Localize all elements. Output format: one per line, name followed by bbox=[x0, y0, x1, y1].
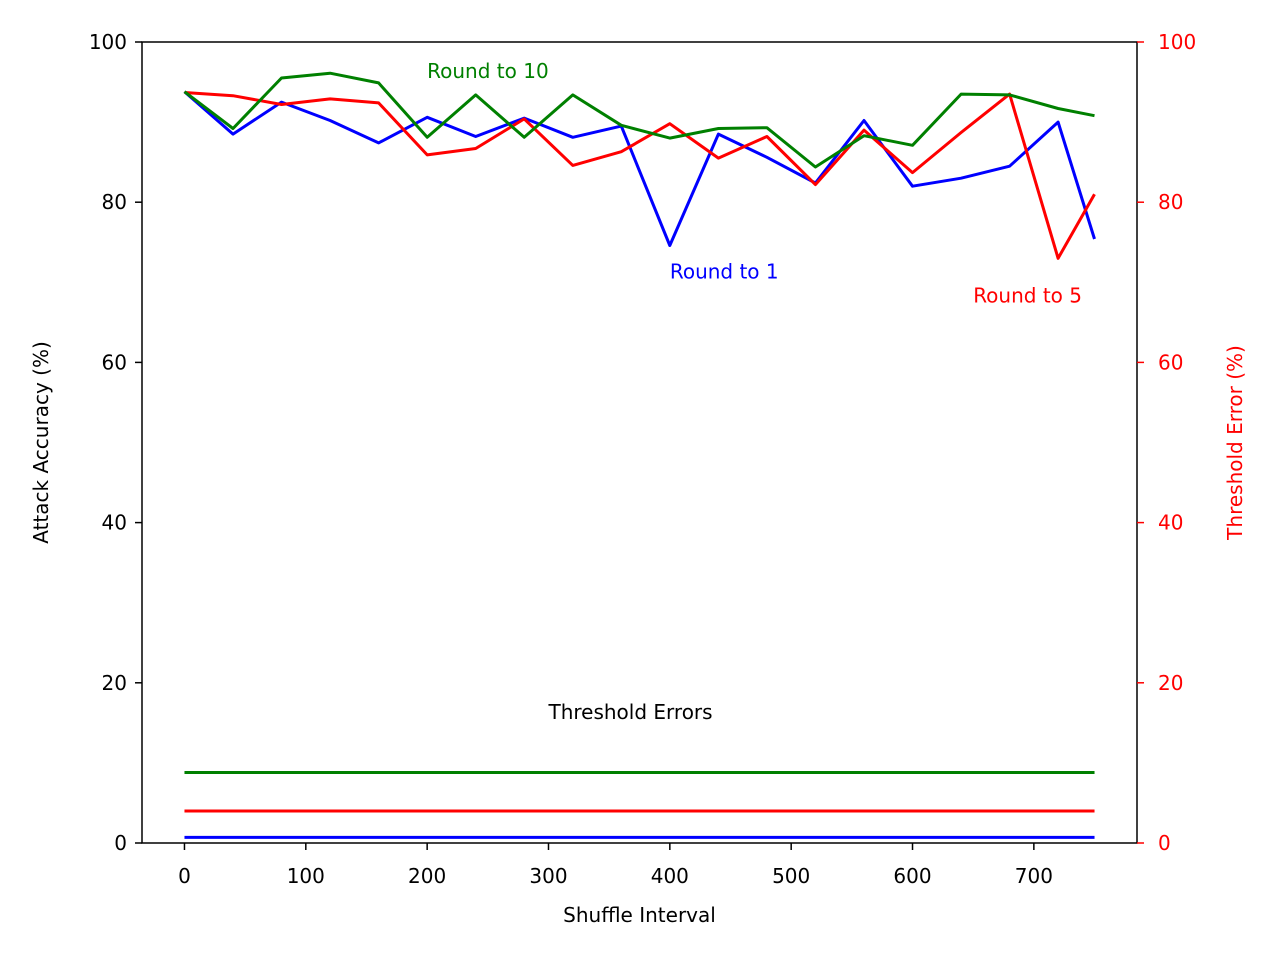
y-axis-left-ticks: 0 20 40 60 80 100 bbox=[89, 30, 142, 855]
series-line-round1 bbox=[183, 90, 1096, 247]
y-tick-label: 100 bbox=[89, 30, 127, 54]
x-axis-ticks: 0 100 200 300 400 500 600 700 bbox=[178, 843, 1053, 888]
x-tick-label: 400 bbox=[651, 864, 689, 888]
y-tick-label: 40 bbox=[102, 511, 127, 535]
annotation-label_round10: Round to 10 bbox=[427, 59, 549, 83]
y-tick-label: 20 bbox=[102, 671, 127, 695]
x-tick-label: 500 bbox=[772, 864, 810, 888]
annotation-label_round5: Round to 5 bbox=[973, 283, 1082, 307]
plot-lines bbox=[183, 71, 1096, 260]
y2-tick-label: 40 bbox=[1158, 511, 1183, 535]
threshold-lines bbox=[184, 771, 1095, 839]
series-line-round5 bbox=[184, 91, 1096, 260]
x-tick-label: 100 bbox=[287, 864, 325, 888]
x-tick-label: 600 bbox=[893, 864, 931, 888]
y2-tick-label: 20 bbox=[1158, 671, 1183, 695]
y2-tick-label: 80 bbox=[1158, 190, 1183, 214]
plot-frame bbox=[141, 41, 1138, 844]
annotations: Round to 10 Round to 1 Round to 5 Threshold… bbox=[427, 59, 1082, 724]
annotation-label_round1: Round to 1 bbox=[670, 259, 779, 283]
series-line-round10 bbox=[183, 71, 1095, 169]
y-axis-right-label: Threshold Error (%) bbox=[1223, 345, 1247, 541]
y2-tick-label: 0 bbox=[1158, 831, 1171, 855]
y-tick-label: 0 bbox=[114, 831, 127, 855]
x-tick-label: 300 bbox=[529, 864, 567, 888]
y-tick-label: 80 bbox=[102, 190, 127, 214]
y2-tick-label: 60 bbox=[1158, 350, 1183, 374]
x-tick-label: 200 bbox=[408, 864, 446, 888]
y-axis-left-label: Attack Accuracy (%) bbox=[29, 341, 53, 543]
x-tick-label: 700 bbox=[1015, 864, 1053, 888]
x-axis-label: Shuffle Interval bbox=[563, 903, 716, 927]
annotation-label_threshold: Threshold Errors bbox=[547, 700, 712, 724]
x-tick-label: 0 bbox=[178, 864, 191, 888]
y-tick-label: 60 bbox=[102, 350, 127, 374]
y2-tick-label: 100 bbox=[1158, 30, 1196, 54]
y-axis-right-ticks: 0 20 40 60 80 100 bbox=[1137, 30, 1196, 855]
